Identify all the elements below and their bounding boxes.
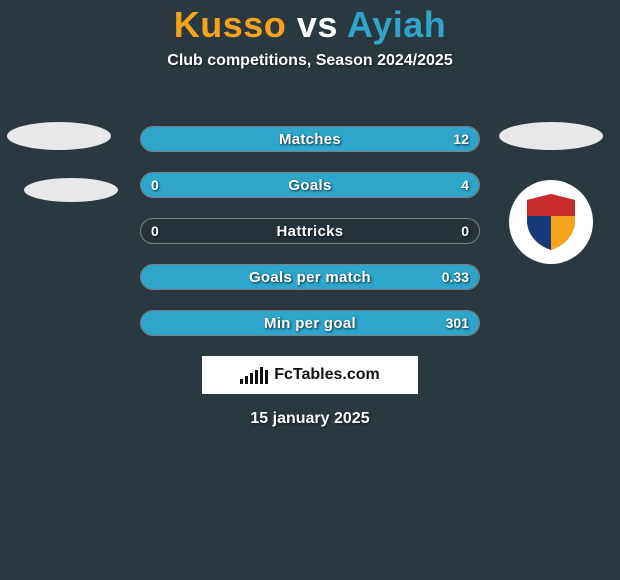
- subtitle: Club competitions, Season 2024/2025: [0, 52, 620, 70]
- stat-value-right: 4: [451, 173, 479, 197]
- stat-label: Hattricks: [141, 219, 479, 243]
- stat-value-right: 0: [451, 219, 479, 243]
- bar-icon-bar: [260, 367, 263, 384]
- page-title: Kusso vs Ayiah: [0, 4, 620, 46]
- player-right-column: [496, 122, 606, 264]
- player-left-silhouette-head: [7, 122, 111, 150]
- bar-icon-bar: [245, 376, 248, 384]
- stat-value-left: [141, 265, 161, 289]
- bar-icon-bar: [265, 370, 268, 384]
- stat-value-left: 0: [141, 219, 169, 243]
- stat-value-right: 301: [436, 311, 479, 335]
- player-left-name: Kusso: [174, 4, 287, 45]
- player-left-silhouette-body: [24, 178, 118, 202]
- stats-table: Matches12Goals04Hattricks00Goals per mat…: [140, 126, 480, 356]
- stat-label: Min per goal: [141, 311, 479, 335]
- branding-text: FcTables.com: [274, 366, 380, 384]
- stat-row: Hattricks0 0: [140, 218, 480, 244]
- stat-value-left: [141, 127, 161, 151]
- shield-icon: [527, 194, 575, 250]
- club-badge: [509, 180, 593, 264]
- stat-value-right: 0.33: [432, 265, 479, 289]
- bar-chart-icon: [240, 367, 268, 384]
- stat-row: Goals per match0.33: [140, 264, 480, 290]
- branding-badge: FcTables.com: [202, 356, 418, 394]
- bar-icon-bar: [250, 373, 253, 384]
- stat-value-right: 12: [443, 127, 479, 151]
- player-right-silhouette-head: [499, 122, 603, 150]
- stat-row: Goals0 4: [140, 172, 480, 198]
- stat-label: Goals per match: [141, 265, 479, 289]
- stat-label: Goals: [141, 173, 479, 197]
- date-text: 15 january 2025: [0, 410, 620, 428]
- stat-value-left: [141, 311, 161, 335]
- player-left-column: [4, 122, 114, 202]
- stat-label: Matches: [141, 127, 479, 151]
- stat-row: Min per goal301: [140, 310, 480, 336]
- comparison-card: Kusso vs Ayiah Club competitions, Season…: [0, 0, 620, 580]
- vs-separator: vs: [297, 4, 338, 45]
- player-right-name: Ayiah: [347, 4, 446, 45]
- stat-value-left: 0: [141, 173, 169, 197]
- stat-row: Matches12: [140, 126, 480, 152]
- bar-icon-bar: [240, 379, 243, 384]
- bar-icon-bar: [255, 370, 258, 384]
